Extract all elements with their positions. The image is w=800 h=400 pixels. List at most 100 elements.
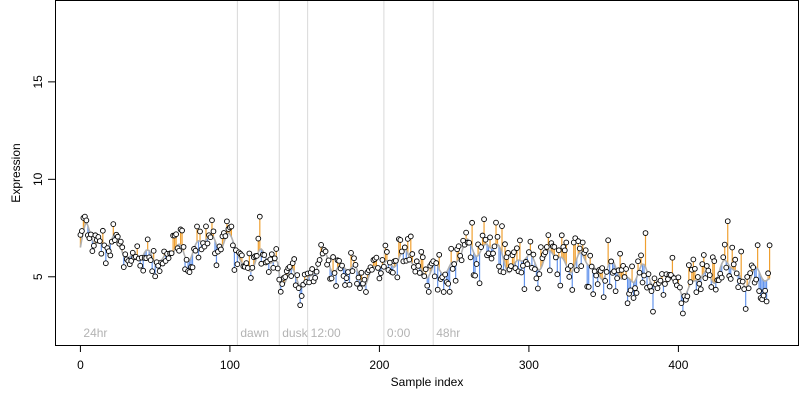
x-tick-label: 400: [668, 358, 688, 372]
data-point: [96, 238, 103, 244]
data-point: [532, 266, 538, 272]
data-point: [306, 279, 312, 286]
data-point: [203, 223, 209, 230]
data-point: [630, 295, 637, 301]
data-point: [179, 227, 185, 234]
data-point: [213, 262, 220, 269]
data-point: [210, 228, 217, 235]
data-point: [612, 288, 619, 295]
data-point: [416, 270, 423, 276]
data-point: [754, 242, 761, 248]
data-point: [255, 235, 262, 242]
data-point: [176, 247, 182, 254]
data-point: [111, 237, 118, 243]
data-point: [358, 269, 365, 276]
data-point: [134, 243, 141, 250]
data-point: [680, 310, 686, 317]
data-point: [379, 257, 386, 263]
data-point: [684, 293, 691, 300]
data-point: [686, 262, 692, 268]
data-point: [197, 228, 203, 235]
data-point: [488, 255, 495, 262]
data-point: [234, 261, 241, 268]
data-point: [309, 266, 315, 272]
data-point: [122, 251, 129, 258]
data-point: [733, 270, 740, 277]
data-point: [382, 242, 389, 249]
data-point: [168, 250, 175, 257]
data-point: [361, 276, 368, 283]
data-point: [183, 256, 190, 263]
data-point: [83, 217, 90, 224]
data-point: [449, 266, 456, 272]
data-point: [766, 242, 773, 249]
data-point: [491, 243, 498, 250]
data-point: [603, 269, 610, 275]
data-point: [543, 244, 550, 250]
data-point: [563, 239, 570, 246]
data-point: [418, 248, 425, 255]
data-point: [398, 248, 405, 255]
data-point: [721, 241, 728, 248]
data-point: [724, 218, 731, 225]
data-point: [325, 257, 332, 264]
data-point: [180, 244, 187, 250]
data-point: [702, 275, 709, 281]
data-point: [526, 249, 532, 255]
data-point: [407, 233, 414, 240]
data-point: [606, 283, 613, 290]
data-point: [578, 263, 585, 269]
data-point: [660, 292, 667, 298]
data-point: [632, 285, 638, 291]
data-point: [333, 283, 339, 289]
data-point: [98, 250, 105, 257]
data-point: [669, 254, 676, 261]
data-point: [697, 286, 704, 293]
data-point: [291, 256, 298, 262]
data-point: [295, 285, 302, 291]
data-point: [348, 250, 354, 256]
data-point: [273, 246, 280, 252]
data-point: [514, 245, 520, 252]
data-point: [448, 245, 455, 252]
data-point: [742, 306, 749, 312]
data-point: [614, 275, 620, 282]
data-point: [239, 252, 245, 259]
data-point: [524, 261, 531, 267]
data-point: [494, 233, 501, 240]
data-point: [639, 279, 646, 286]
data-point: [623, 266, 629, 272]
data-point: [753, 276, 759, 283]
x-tick-label: 0: [77, 358, 84, 372]
data-point: [318, 241, 324, 248]
data-point: [538, 244, 544, 250]
data-point: [694, 274, 701, 280]
data-point: [357, 285, 363, 292]
data-point: [409, 251, 416, 257]
data-point: [569, 287, 576, 293]
data-point: [463, 229, 469, 236]
data-point: [194, 223, 200, 230]
data-point: [505, 250, 511, 256]
data-point: [345, 269, 351, 275]
data-point: [147, 257, 154, 263]
data-point: [297, 302, 304, 309]
data-point: [624, 300, 631, 307]
data-point: [393, 257, 399, 264]
data-point: [431, 273, 438, 280]
data-point: [458, 257, 465, 264]
y-axis: 5 10 15: [31, 75, 56, 280]
data-point: [107, 252, 114, 259]
data-point: [355, 274, 362, 281]
data-point: [745, 285, 752, 292]
data-point: [363, 289, 369, 295]
data-point: [433, 260, 440, 266]
data-point: [282, 274, 289, 280]
data-point: [657, 277, 664, 284]
x-tick-label: 300: [519, 358, 539, 372]
data-point: [729, 244, 736, 251]
data-point: [479, 232, 486, 239]
data-point: [511, 249, 517, 256]
data-point: [712, 286, 719, 293]
